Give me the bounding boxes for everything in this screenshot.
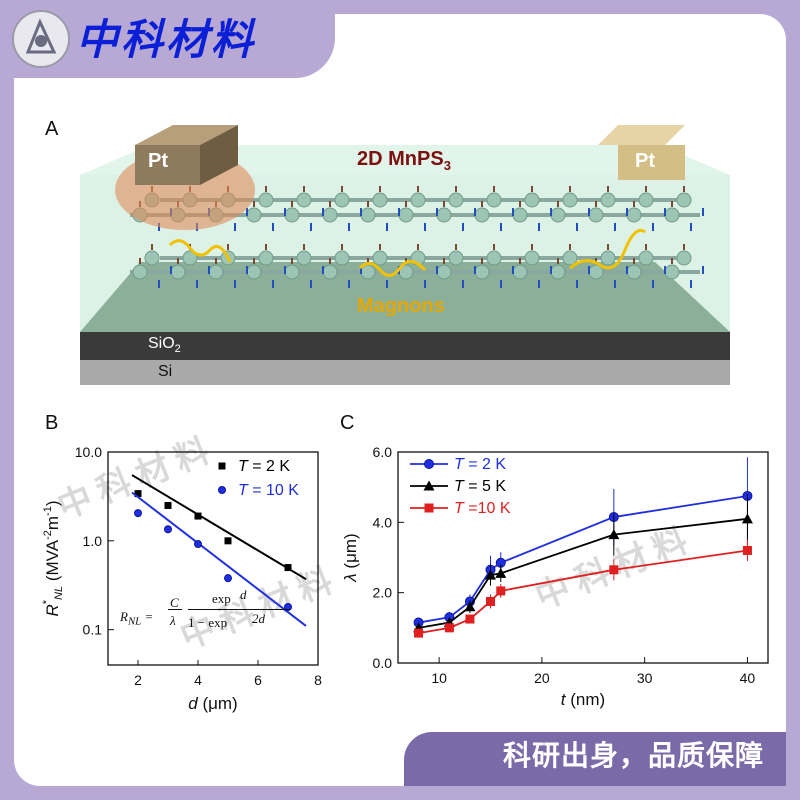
panel-a-label: A [45, 118, 59, 140]
rnl-formula: RNL = C λ exp d 1 − exp 2d [120, 587, 290, 647]
sio2-label: SiO2 [148, 335, 181, 356]
si-label: Si [158, 363, 173, 380]
panel-b-label: B [45, 412, 59, 434]
pt-left-label: Pt [148, 150, 168, 172]
material-label: 2D MnPS3 [357, 148, 451, 173]
brand-name: 中科材料 [76, 15, 257, 64]
content-panel [14, 14, 786, 786]
formula-lhs: RNL = [120, 609, 154, 628]
panel-c-label: C [340, 412, 355, 434]
magnons-label: Magnons [357, 295, 445, 317]
footer-banner [404, 732, 786, 786]
footer-slogan: 科研出身，品质保障 [502, 739, 764, 772]
pt-right-label: Pt [635, 150, 655, 172]
header-banner: 中科材料 [0, 0, 335, 78]
brand-logo-icon [12, 10, 70, 68]
